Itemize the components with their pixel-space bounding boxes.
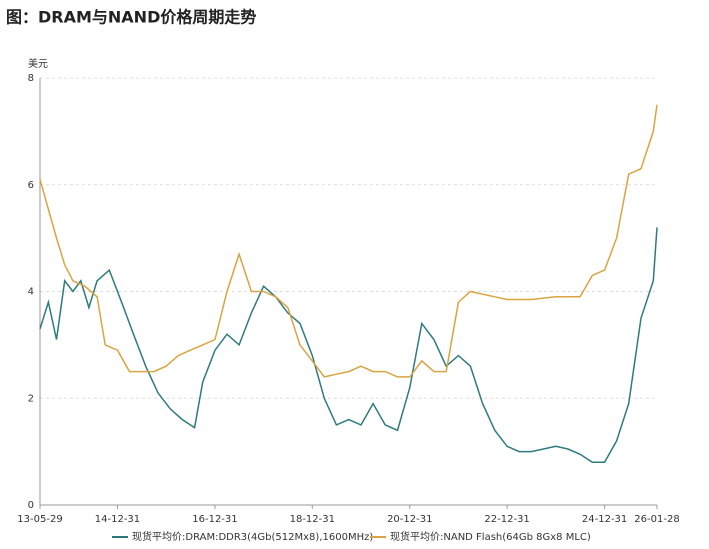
y-tick-label: 8 bbox=[28, 73, 34, 84]
x-tick-label: 20-12-31 bbox=[387, 514, 432, 525]
y-axis-label: 美元 bbox=[28, 57, 48, 70]
x-tick-label: 18-12-31 bbox=[290, 514, 335, 525]
y-tick-label: 4 bbox=[28, 287, 34, 298]
line-series bbox=[39, 104, 658, 378]
x-tick-label: 26-01-28 bbox=[634, 514, 679, 525]
y-tick-label: 0 bbox=[28, 500, 34, 511]
x-tick-label: 22-12-31 bbox=[484, 514, 529, 525]
legend-label: 现货平均价:NAND Flash(64Gb 8Gx8 MLC) bbox=[390, 530, 591, 543]
line-series bbox=[39, 227, 658, 464]
y-tick-label: 6 bbox=[28, 180, 34, 191]
x-tick-label: 16-12-31 bbox=[192, 514, 237, 525]
x-tick-label: 24-12-31 bbox=[582, 514, 627, 525]
legend-label: 现货平均价:DRAM:DDR3(4Gb(512Mx8),1600MHz) bbox=[132, 530, 373, 543]
chart-title: 图：DRAM与NAND价格周期走势 bbox=[6, 8, 256, 27]
x-tick-label: 13-05-29 bbox=[17, 514, 62, 525]
x-tick-label: 14-12-31 bbox=[95, 514, 140, 525]
y-tick-label: 2 bbox=[28, 393, 34, 404]
